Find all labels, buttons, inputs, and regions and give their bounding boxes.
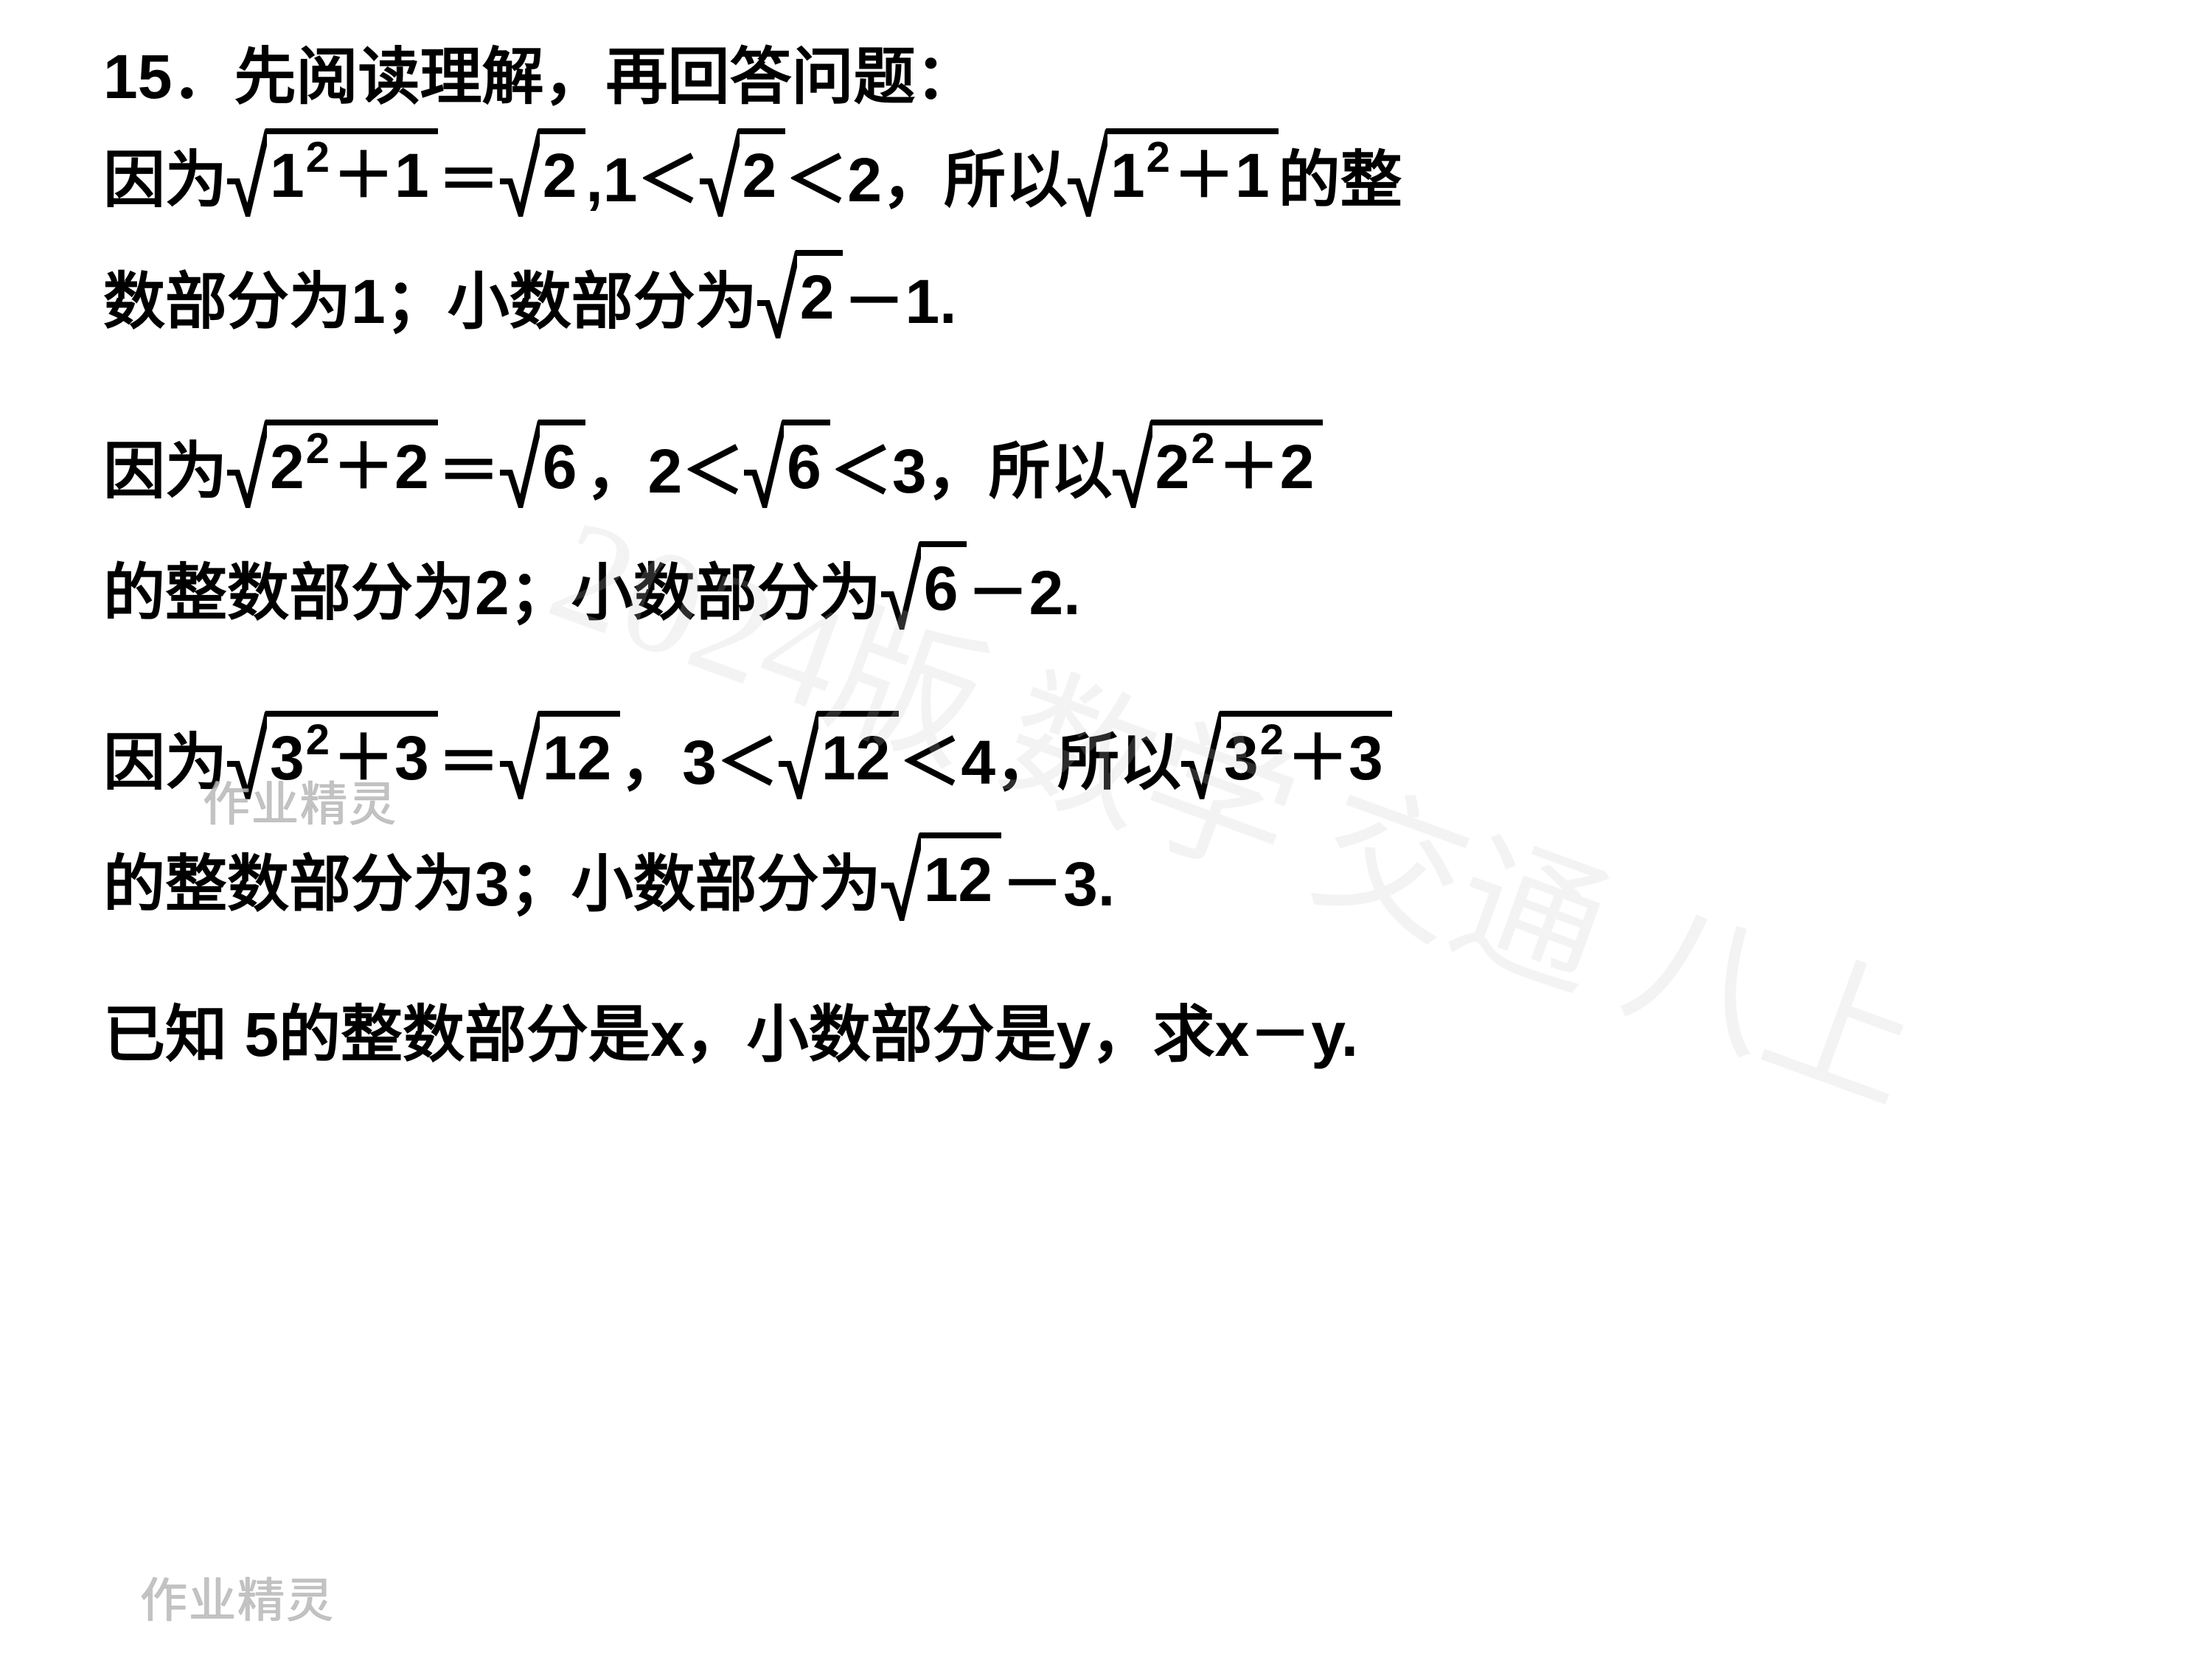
sqrt-icon: 6 xyxy=(500,420,586,508)
sqrt-icon: 12 xyxy=(881,832,1001,921)
radicand: 6 xyxy=(787,436,821,498)
radicand-exp: 2 xyxy=(1191,428,1214,470)
radicand-add: ＋2 xyxy=(1218,436,1315,498)
text: －2. xyxy=(967,560,1080,630)
question-text: 已知 5的整数部分是x，小数部分是y，求x－y. xyxy=(103,1002,1358,1071)
text: 因为 xyxy=(103,147,227,217)
radicand-base: 2 xyxy=(270,436,305,498)
text: 的整数部分为3；小数部分为 xyxy=(103,852,881,921)
example-2: 因为 22 ＋2 ＝ 6 ，2＜ 6 ＜3，所以 22 ＋2 的整数部分为 xyxy=(103,420,2146,630)
example-2-line-1: 因为 22 ＋2 ＝ 6 ，2＜ 6 ＜3，所以 22 ＋2 xyxy=(103,420,2146,508)
radicand-base: 2 xyxy=(1155,436,1190,498)
sqrt-icon: 2 xyxy=(757,250,844,338)
text: 因为 xyxy=(103,439,227,508)
sqrt-icon: 12＋1 xyxy=(227,128,438,217)
radicand-add: ＋1 xyxy=(333,145,429,206)
example-1-line-2: 数部分为1；小数部分为 2 －1. xyxy=(103,250,2146,338)
radicand: 12 xyxy=(924,849,992,911)
example-1: 因为 12＋1 ＝ 2 ,1＜ 2 ＜2，所以 12 ＋1 的整 数 xyxy=(103,128,2146,338)
text: 的整 xyxy=(1279,147,1402,217)
radicand: 2 xyxy=(742,145,777,206)
sqrt-icon: 22 ＋2 xyxy=(227,420,438,508)
radicand-exp: 2 xyxy=(306,719,330,762)
radicand-exp: 2 xyxy=(306,136,330,179)
sqrt-icon: 2 xyxy=(700,128,786,217)
math-problem-page: 15． 先阅读理解，再回答问题： 因为 12＋1 ＝ 2 ,1＜ 2 ＜2，所以 xyxy=(0,0,2212,1116)
sqrt-icon: 6 xyxy=(744,420,830,508)
radicand: 6 xyxy=(543,436,577,498)
radicand: 2 xyxy=(800,266,835,328)
problem-number: 15． xyxy=(103,44,234,114)
radicand-exp: 2 xyxy=(1147,136,1170,179)
radicand-base: 1 xyxy=(270,145,305,206)
radicand: 2 xyxy=(543,145,577,206)
intro-row: 15． 先阅读理解，再回答问题： xyxy=(103,44,2146,114)
radicand: 6 xyxy=(924,557,959,619)
sqrt-icon: 2 xyxy=(500,128,586,217)
text: －1. xyxy=(843,269,956,338)
sqrt-icon: 22 ＋2 xyxy=(1113,420,1324,508)
text: －3. xyxy=(1001,852,1115,921)
sqrt-icon: 12 ＋1 xyxy=(1068,128,1279,217)
text: ＝ xyxy=(438,439,500,508)
radicand-add: ＋1 xyxy=(1173,145,1270,206)
text: ＝ xyxy=(438,730,500,799)
intro-paragraph: 15． 先阅读理解，再回答问题： xyxy=(103,44,2146,114)
radicand-exp: 2 xyxy=(306,428,330,470)
text: ＜3，所以 xyxy=(830,439,1113,508)
example-1-line-1: 因为 12＋1 ＝ 2 ,1＜ 2 ＜2，所以 12 ＋1 的整 xyxy=(103,128,2146,217)
sqrt-icon: 12 xyxy=(500,711,620,799)
watermark-small-2: 作业精灵 xyxy=(140,1578,335,1625)
text: ＜2，所以 xyxy=(785,147,1068,217)
radicand-base: 1 xyxy=(1110,145,1145,206)
text: 数部分为1；小数部分为 xyxy=(103,269,757,338)
example-2-line-2: 的整数部分为2；小数部分为 6 －2. xyxy=(103,541,2146,630)
radicand: 12 xyxy=(543,727,611,789)
text: ,1＜ xyxy=(585,147,699,217)
watermark-small-1: 作业精灵 xyxy=(203,782,397,829)
text: ，3＜ xyxy=(620,730,779,799)
text: ＝ xyxy=(438,147,500,217)
radicand-add: ＋2 xyxy=(333,436,429,498)
intro-text: 先阅读理解，再回答问题： xyxy=(234,44,977,114)
